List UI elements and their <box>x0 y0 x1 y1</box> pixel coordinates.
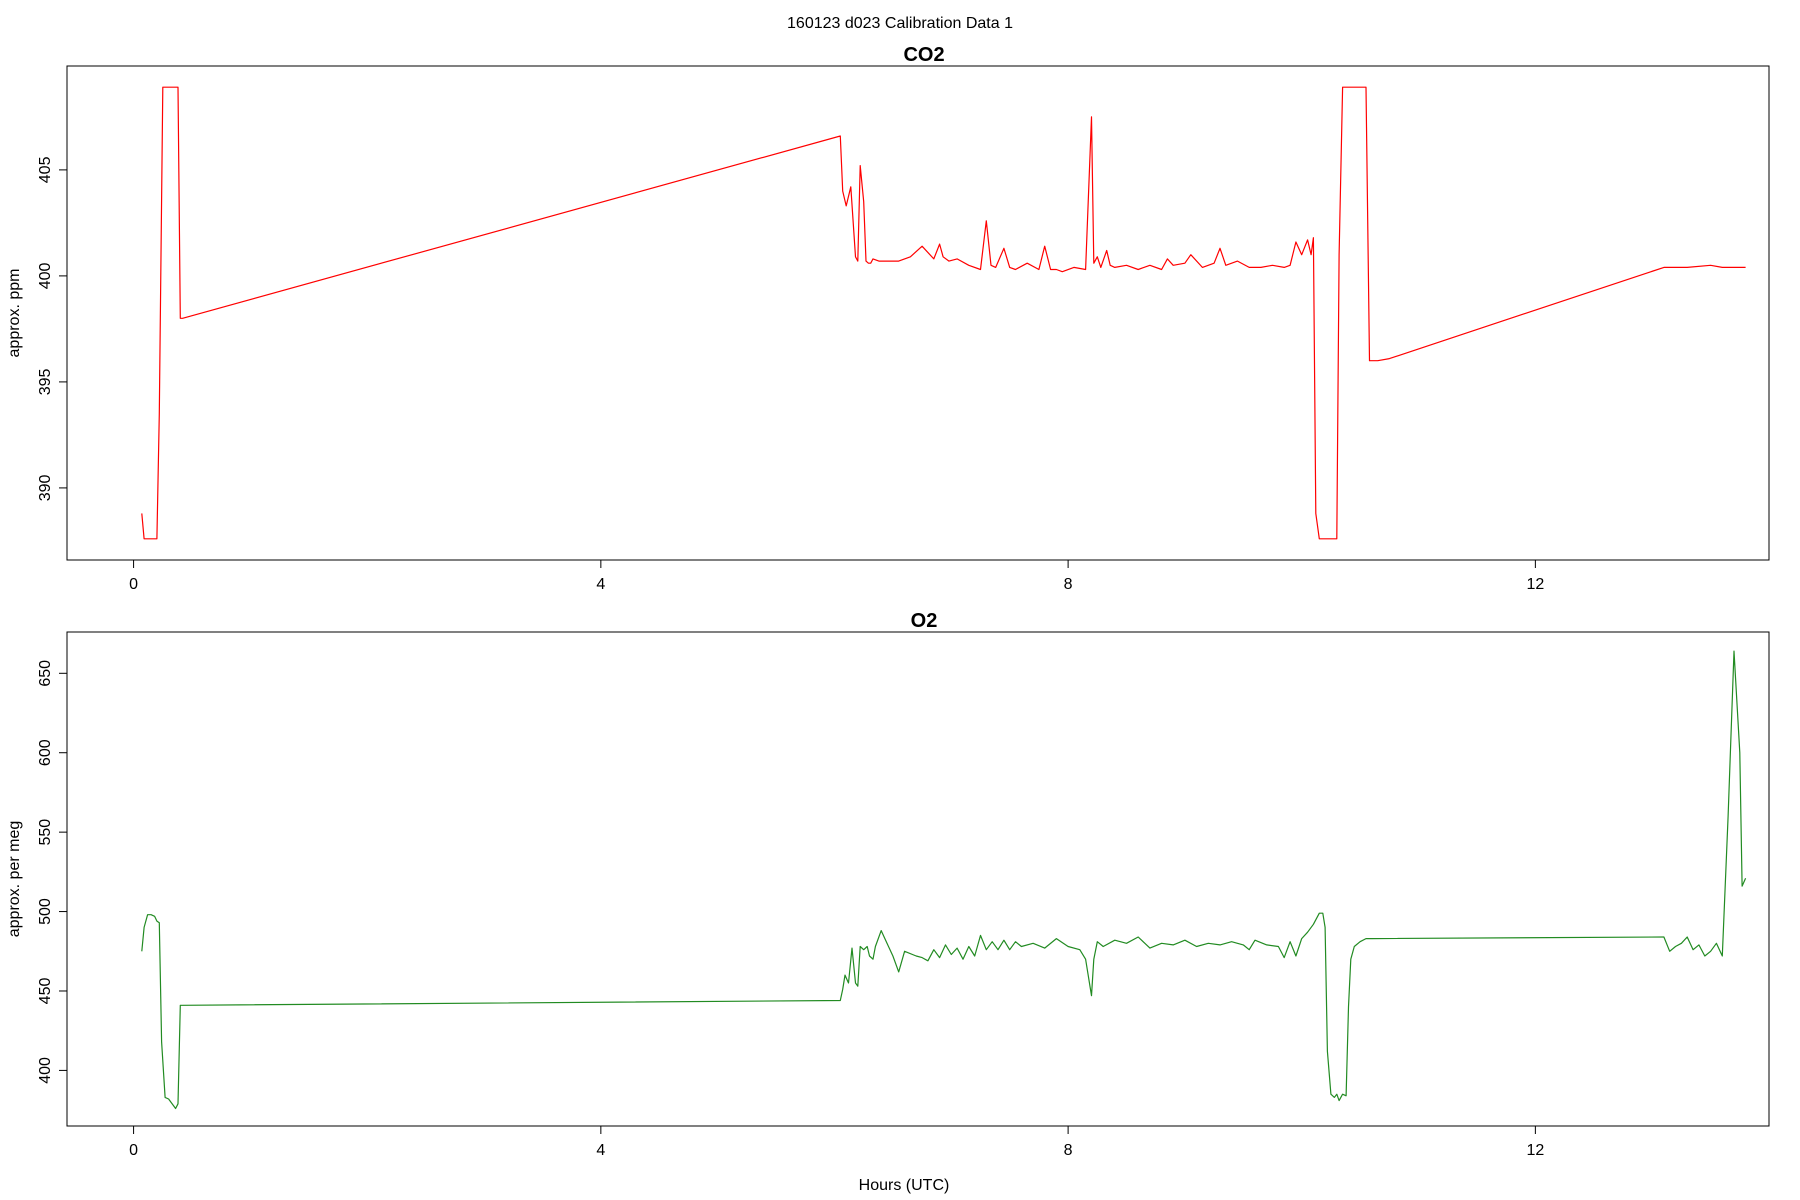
y-tick-label: 500 <box>37 898 54 925</box>
panel-o2-x-axis: 0 4 8 12 <box>129 1125 1544 1159</box>
panel-co2-y-label: approx. ppm <box>6 269 23 358</box>
panel-co2-plot-area <box>141 86 1746 540</box>
panel-co2-x-axis: 0 4 8 12 <box>129 559 1544 593</box>
panel-o2: O2 0 4 8 12 400 450 500 550 600 650 approx. per … <box>6 610 1770 1194</box>
y-tick-label: 400 <box>37 1057 54 1084</box>
x-tick-label: 0 <box>129 1142 138 1159</box>
y-tick-label: 400 <box>37 262 54 289</box>
y-tick-label: 405 <box>37 156 54 183</box>
x-tick-label: 4 <box>596 1142 605 1159</box>
x-tick-label: 8 <box>1064 576 1073 593</box>
panel-o2-plot-area <box>141 650 1747 1110</box>
x-tick-label: 8 <box>1064 1142 1073 1159</box>
y-tick-label: 650 <box>37 660 54 687</box>
y-tick-label: 600 <box>37 739 54 766</box>
o2-series-line <box>141 650 1747 1110</box>
x-tick-label: 12 <box>1526 576 1544 593</box>
panel-o2-x-label: Hours (UTC) <box>859 1177 950 1194</box>
panel-co2-frame <box>66 65 1770 561</box>
panel-co2-title: CO2 <box>903 44 944 66</box>
x-tick-label: 0 <box>129 576 138 593</box>
co2-series-line <box>141 86 1746 540</box>
y-tick-label: 550 <box>37 819 54 846</box>
x-tick-label: 12 <box>1526 1142 1544 1159</box>
y-tick-label: 395 <box>37 368 54 395</box>
x-tick-label: 4 <box>596 576 605 593</box>
panel-co2: CO2 0 4 8 12 390 395 400 405 approx. ppm <box>6 44 1770 593</box>
panel-co2-y-axis: 390 395 400 405 <box>37 156 68 501</box>
y-tick-label: 450 <box>37 978 54 1005</box>
figure-title: 160123 d023 Calibration Data 1 <box>787 15 1013 32</box>
panel-o2-frame <box>66 631 1770 1127</box>
y-tick-label: 390 <box>37 474 54 501</box>
panel-o2-y-axis: 400 450 500 550 600 650 <box>37 660 68 1084</box>
panel-o2-y-label: approx. per meg <box>6 821 23 938</box>
panel-o2-title: O2 <box>911 610 938 632</box>
